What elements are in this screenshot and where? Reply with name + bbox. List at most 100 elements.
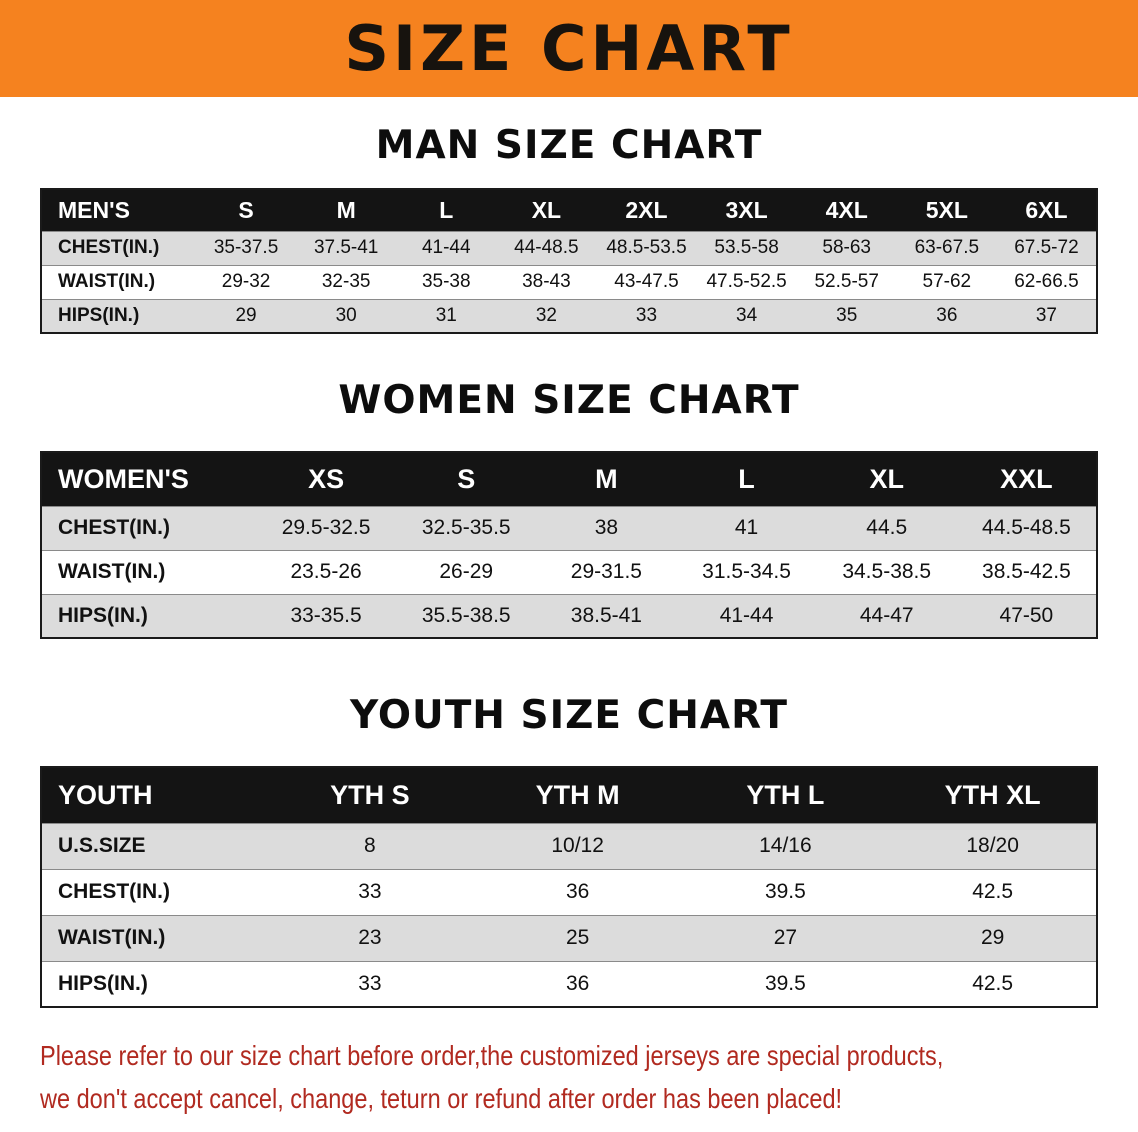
- column-header: M: [296, 189, 397, 231]
- table-row: HIPS(IN.) 33 36 39.5 42.5: [41, 961, 1097, 1007]
- column-header: 5XL: [896, 189, 997, 231]
- table-cell: 35-37.5: [213, 237, 279, 258]
- row-label: CHEST(IN.): [58, 237, 160, 258]
- table-cell: 41-44: [719, 603, 774, 627]
- man-size-section: MAN SIZE CHART MEN'S S M L XL 2XL 3XL 4XL 5XL 6XL…: [0, 123, 1138, 334]
- table-cell: 39.5: [764, 880, 806, 903]
- table-cell: 39.5: [764, 971, 806, 995]
- table-cell: 30: [335, 304, 357, 326]
- table-cell: 38.5-41: [570, 603, 642, 627]
- table-cell: 67.5-72: [1014, 237, 1079, 258]
- page-title: SIZE CHART: [344, 12, 794, 85]
- table-corner-label: MEN'S: [41, 189, 196, 231]
- table-cell: 47-50: [999, 603, 1054, 627]
- table-cell: 38: [594, 516, 619, 539]
- column-header: XL: [816, 452, 957, 506]
- youth-size-table: YOUTH YTH S YTH M YTH L YTH XL U.S.SIZE 8 10/12…: [0, 766, 1138, 1008]
- table-cell: 31.5-34.5: [702, 560, 791, 583]
- women-size-section: WOMEN SIZE CHART WOMEN'S XS S M L XL XXL CHEST(…: [0, 378, 1138, 639]
- table-cell: 48.5-53.5: [606, 237, 687, 258]
- table-cell: 26-29: [439, 560, 494, 583]
- table-cell: 14/16: [759, 834, 812, 857]
- column-header: YTH L: [681, 767, 890, 823]
- table-cell: 44.5: [866, 516, 908, 539]
- column-header: L: [396, 189, 497, 231]
- table-cell: 36: [565, 971, 590, 995]
- table-cell: 53.5-58: [714, 237, 779, 258]
- row-label: U.S.SIZE: [58, 834, 146, 857]
- table-cell: 8: [364, 834, 376, 857]
- column-header: YTH XL: [889, 767, 1097, 823]
- table-header-row: WOMEN'S XS S M L XL XXL: [41, 452, 1097, 506]
- row-label: WAIST(IN.): [58, 560, 166, 583]
- size-table: WOMEN'S XS S M L XL XXL CHEST(IN.) 29.5-32.5 32.5…: [40, 451, 1098, 639]
- column-header: M: [536, 452, 677, 506]
- table-cell: 62-66.5: [1014, 271, 1079, 292]
- table-cell: 35.5-38.5: [421, 603, 511, 627]
- size-table: YOUTH YTH S YTH M YTH L YTH XL U.S.SIZE 8 10/12…: [40, 766, 1098, 1008]
- women-size-heading: WOMEN SIZE CHART: [338, 378, 800, 423]
- table-corner-label: YOUTH: [41, 767, 266, 823]
- table-cell: 33: [358, 880, 382, 903]
- table-cell: 10/12: [551, 834, 604, 857]
- table-cell: 36: [565, 880, 590, 903]
- table-cell: 23: [358, 926, 382, 949]
- table-cell: 29: [980, 926, 1005, 949]
- row-label: HIPS(IN.): [58, 971, 148, 995]
- youth-size-section: YOUTH SIZE CHART YOUTH YTH S YTH M YTH L YTH…: [0, 693, 1138, 1008]
- row-label: CHEST(IN.): [58, 516, 170, 539]
- table-row: CHEST(IN.) 33 36 39.5 42.5: [41, 869, 1097, 915]
- table-cell: 29: [235, 304, 257, 326]
- size-chart-banner: SIZE CHART: [0, 0, 1138, 97]
- column-header: 6XL: [996, 189, 1097, 231]
- column-header: YTH M: [473, 767, 682, 823]
- row-label: CHEST(IN.): [58, 880, 170, 903]
- man-size-table: MEN'S S M L XL 2XL 3XL 4XL 5XL 6XL CHEST(IN.) 35-37…: [0, 188, 1138, 334]
- table-cell: 32-35: [321, 271, 371, 292]
- table-header-row: MEN'S S M L XL 2XL 3XL 4XL 5XL 6XL: [41, 189, 1097, 231]
- table-cell: 33: [635, 304, 658, 326]
- row-label: WAIST(IN.): [58, 926, 166, 949]
- table-cell: 47.5-52.5: [706, 271, 787, 292]
- table-cell: 43-47.5: [614, 271, 679, 292]
- row-label: WAIST(IN.): [58, 271, 156, 292]
- table-cell: 38.5-42.5: [982, 560, 1071, 583]
- column-header: XL: [496, 189, 597, 231]
- man-size-heading: MAN SIZE CHART: [375, 123, 763, 168]
- table-corner-label: WOMEN'S: [41, 452, 256, 506]
- table-cell: 29-32: [221, 271, 271, 292]
- row-label: HIPS(IN.): [58, 304, 140, 326]
- table-cell: 57-62: [922, 271, 972, 292]
- table-cell: 27: [773, 926, 798, 949]
- table-cell: 29.5-32.5: [281, 516, 371, 539]
- column-header: 2XL: [596, 189, 697, 231]
- table-cell: 36: [936, 304, 958, 326]
- table-cell: 37: [1035, 304, 1057, 326]
- table-cell: 41-44: [421, 237, 471, 258]
- table-row: CHEST(IN.) 35-37.5 37.5-41 41-44 44-48.5 48.5…: [41, 231, 1097, 265]
- table-cell: 25: [565, 926, 590, 949]
- table-cell: 42.5: [972, 880, 1014, 903]
- women-size-table: WOMEN'S XS S M L XL XXL CHEST(IN.) 29.5-32.5 32.5…: [0, 451, 1138, 639]
- table-row: HIPS(IN.) 29 30 31 32 33 34 35 36 37: [41, 299, 1097, 333]
- table-row: WAIST(IN.) 23 25 27 29: [41, 915, 1097, 961]
- table-cell: 31: [435, 304, 457, 326]
- notice-line-1: Please refer to our size chart before or…: [40, 1040, 944, 1071]
- row-label: HIPS(IN.): [58, 603, 148, 627]
- table-row: HIPS(IN.) 33-35.5 35.5-38.5 38.5-41 41-44 44-…: [41, 594, 1097, 638]
- table-cell: 38-43: [522, 271, 571, 292]
- column-header: S: [396, 452, 537, 506]
- column-header: YTH S: [266, 767, 474, 823]
- table-row: CHEST(IN.) 29.5-32.5 32.5-35.5 38 41 44.5 44.5…: [41, 506, 1097, 550]
- table-cell: 33-35.5: [290, 603, 362, 627]
- table-cell: 32.5-35.5: [421, 516, 511, 539]
- notice-line-2: we don't accept cancel, change, teturn o…: [40, 1083, 843, 1115]
- table-cell: 35: [836, 304, 858, 326]
- table-cell: 37.5-41: [313, 237, 379, 258]
- table-header-row: YOUTH YTH S YTH M YTH L YTH XL: [41, 767, 1097, 823]
- table-row: U.S.SIZE 8 10/12 14/16 18/20: [41, 823, 1097, 869]
- table-cell: 34: [736, 304, 758, 326]
- table-cell: 33: [358, 971, 382, 995]
- table-cell: 44.5-48.5: [982, 516, 1071, 539]
- table-cell: 41: [734, 516, 759, 539]
